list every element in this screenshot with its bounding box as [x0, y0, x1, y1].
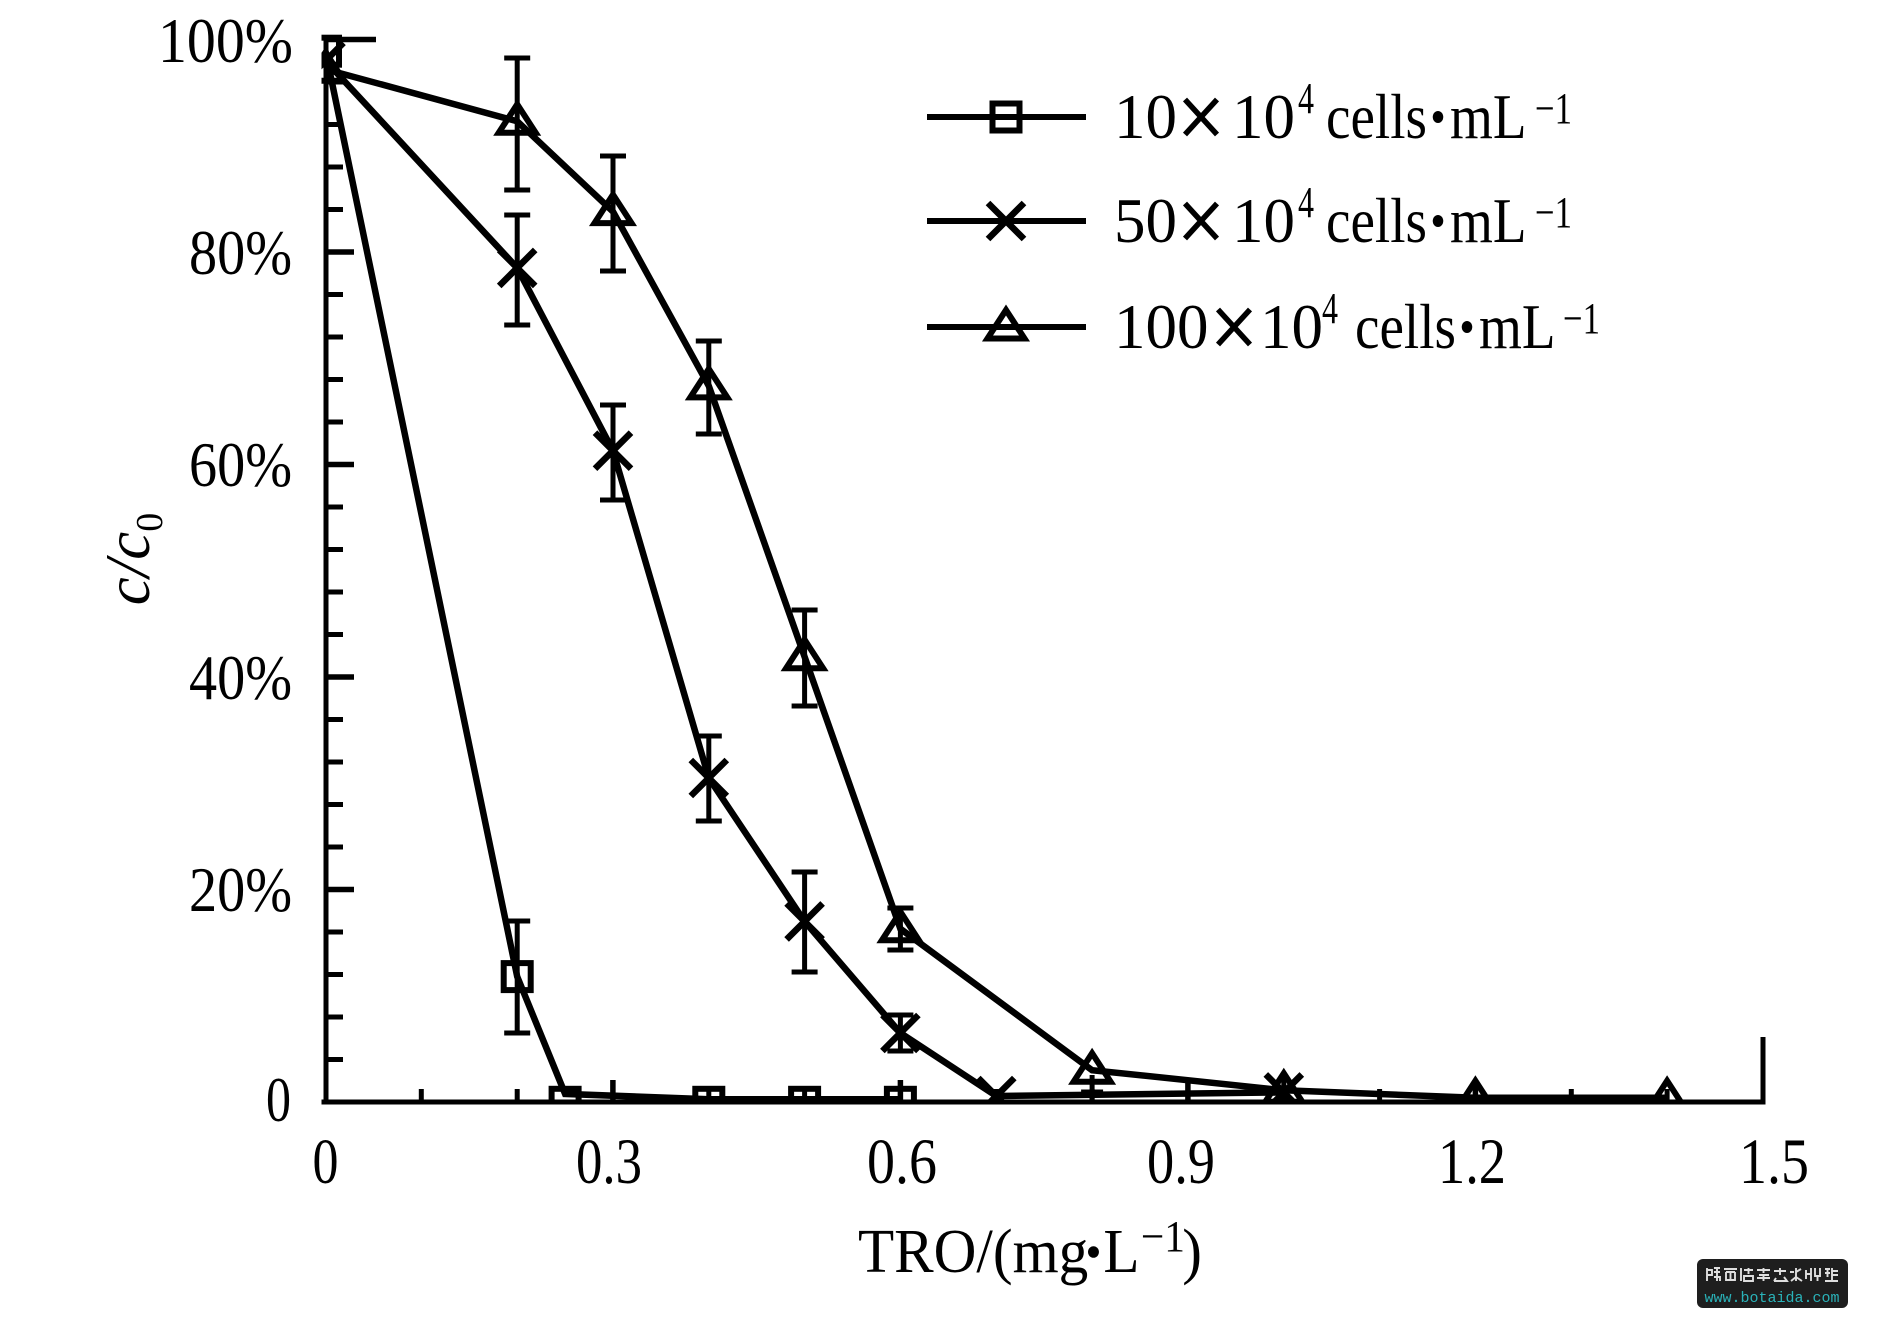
- svg-text:mL: mL: [1450, 82, 1527, 152]
- svg-text:10: 10: [1114, 82, 1177, 152]
- svg-text:10: 10: [1232, 82, 1295, 152]
- svg-text:TRO/(mg: TRO/(mg: [858, 1217, 1088, 1286]
- svg-text:1.5: 1.5: [1739, 1126, 1809, 1198]
- svg-text:0.3: 0.3: [576, 1126, 642, 1198]
- svg-text:4: 4: [1298, 178, 1314, 227]
- svg-text:): ): [1182, 1217, 1202, 1286]
- svg-text:0.9: 0.9: [1147, 1126, 1215, 1198]
- svg-text:L: L: [1103, 1217, 1139, 1286]
- svg-text:10: 10: [1232, 186, 1295, 256]
- svg-text:1.2: 1.2: [1438, 1126, 1506, 1198]
- svg-text:cells: cells: [1326, 186, 1427, 256]
- svg-text:cells: cells: [1326, 82, 1427, 152]
- svg-text:100%: 100%: [158, 6, 293, 76]
- svg-text:mL: mL: [1479, 292, 1556, 362]
- svg-text:−1: −1: [1141, 1213, 1185, 1261]
- svg-text:0: 0: [313, 1126, 339, 1198]
- svg-text:0.6: 0.6: [867, 1126, 937, 1198]
- svg-text:mL: mL: [1450, 186, 1527, 256]
- svg-text:10: 10: [1260, 292, 1323, 362]
- svg-text:−1: −1: [1535, 84, 1572, 133]
- svg-text:4: 4: [1322, 284, 1338, 333]
- svg-text:www.botaida.com: www.botaida.com: [1704, 1290, 1839, 1307]
- svg-text:−1: −1: [1563, 294, 1600, 343]
- svg-text:0: 0: [266, 1065, 291, 1135]
- svg-text:20%: 20%: [189, 855, 292, 925]
- svg-text:−1: −1: [1535, 188, 1572, 237]
- svg-text:4: 4: [1298, 74, 1314, 123]
- svg-text:40%: 40%: [189, 643, 292, 713]
- svg-text:50: 50: [1114, 186, 1177, 256]
- svg-text:100: 100: [1114, 292, 1209, 362]
- svg-text:cells: cells: [1355, 292, 1456, 362]
- svg-text:80%: 80%: [189, 218, 292, 288]
- svg-text:60%: 60%: [189, 430, 292, 500]
